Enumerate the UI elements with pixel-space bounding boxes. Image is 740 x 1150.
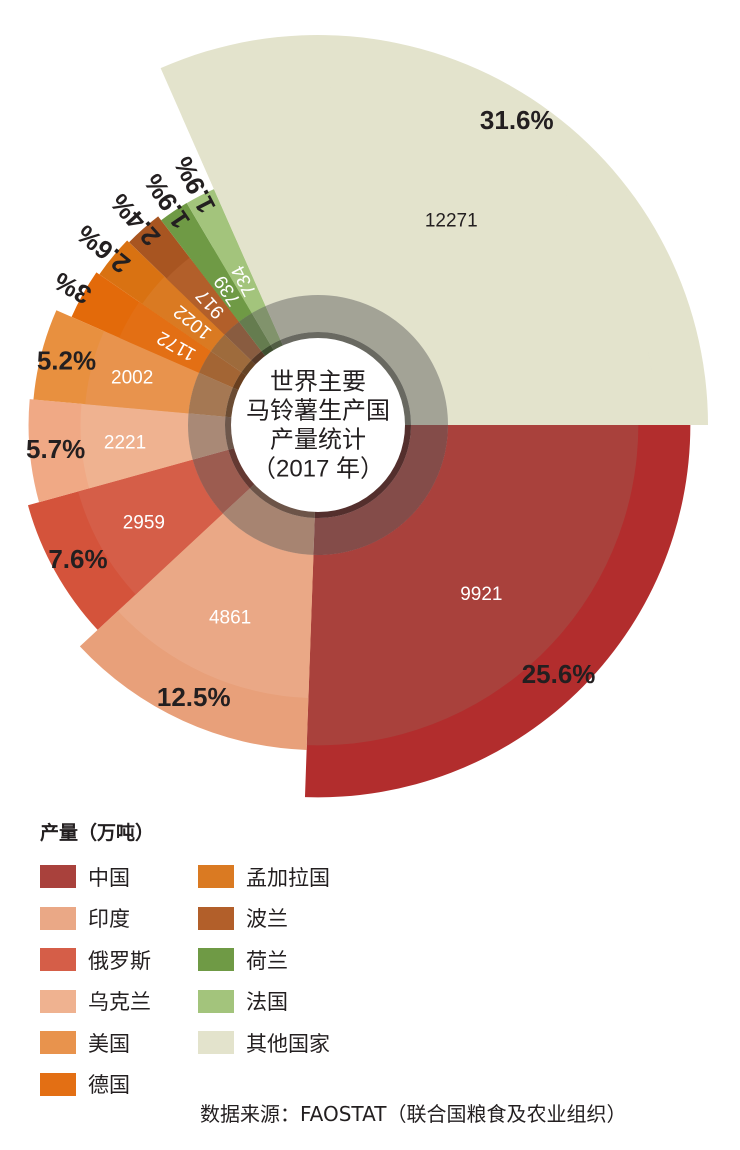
legend-item: 印度 [40, 898, 151, 940]
legend-label: 孟加拉国 [246, 865, 330, 890]
legend-item: 中国 [40, 856, 151, 898]
legend-item: 其他国家 [198, 1022, 330, 1064]
slice-inner-band [192, 247, 252, 322]
percent-label: 5.7% [26, 434, 85, 464]
legend-title: 产量（万吨） [40, 822, 155, 844]
chart-title-line: 产量统计 [270, 427, 366, 454]
slice-ring-mid [198, 351, 242, 388]
slice-ring-mid [313, 425, 448, 555]
slice-inner-band [213, 236, 266, 314]
slice-ring-mid [192, 449, 250, 514]
legend-label: 其他国家 [246, 1031, 330, 1056]
slice-inner-band [181, 87, 657, 425]
legend-swatch [40, 948, 76, 972]
legend-label: 印度 [88, 907, 130, 932]
slice-ring-mid [238, 313, 271, 352]
chart-title-line: 世界主要 [270, 369, 366, 396]
legend-label: 德国 [88, 1073, 130, 1098]
legend-label: 波兰 [246, 907, 288, 932]
percent-label: 5.2% [37, 345, 96, 375]
slice-ring-mid [224, 321, 262, 361]
legend-item: 俄罗斯 [40, 939, 151, 981]
legend-swatch [198, 906, 234, 930]
data-value-label: 4861 [209, 607, 251, 628]
center-disc [231, 338, 405, 512]
percent-label: 12.5% [157, 682, 231, 712]
legend-swatch [198, 948, 234, 972]
data-value-label: 2959 [123, 512, 165, 533]
legend-label: 乌克兰 [88, 990, 151, 1015]
legend-label: 中国 [88, 865, 130, 890]
slice-ring-mid [210, 334, 252, 373]
pie-slice [160, 35, 709, 426]
pie-slice [28, 399, 263, 503]
data-value-label: 12271 [425, 211, 478, 232]
legend-swatch [40, 865, 76, 889]
slice-ring-mid [222, 488, 315, 555]
legend-swatch [198, 865, 234, 889]
slice-ring-mid [265, 295, 448, 425]
data-value-label: 2002 [111, 367, 153, 388]
chart-title-line: 马铃薯生产国 [246, 398, 390, 425]
legend-item: 孟加拉国 [198, 856, 330, 898]
slice-inner-band [142, 276, 225, 352]
legend-label: 法国 [246, 990, 288, 1015]
percent-label: 31.6% [480, 105, 554, 135]
ring-tint-outer [188, 295, 448, 555]
legend-item: 荷兰 [198, 939, 330, 981]
slice-ring-mid [188, 413, 229, 460]
legend-item: 美国 [40, 1022, 151, 1064]
legend-label: 美国 [88, 1031, 130, 1056]
slice-inner-band [80, 403, 193, 489]
legend-swatch [198, 1031, 234, 1055]
slice-inner-band [117, 513, 314, 698]
chart-title-line: （2017 年） [252, 456, 384, 483]
legend-swatch [40, 989, 76, 1013]
slice-inner-band [306, 425, 639, 746]
legend-swatch [40, 1072, 76, 1096]
percent-label: 7.6% [48, 544, 107, 574]
legend-label: 荷兰 [246, 948, 288, 973]
legend-label: 俄罗斯 [88, 948, 151, 973]
legend-item: 德国 [40, 1064, 151, 1106]
slice-inner-band [85, 331, 199, 414]
legend-item: 乌克兰 [40, 981, 151, 1023]
legend-column-2: 孟加拉国波兰荷兰法国其他国家 [198, 856, 330, 1064]
legend-swatch [198, 989, 234, 1013]
slice-inner-band [119, 301, 211, 373]
legend-item: 法国 [198, 981, 330, 1023]
legend-swatch [40, 1031, 76, 1055]
slice-inner-band [166, 257, 239, 335]
legend-swatch [40, 906, 76, 930]
source-note: 数据来源：FAOSTAT（联合国粮食及农业组织） [200, 1102, 627, 1126]
legend-item: 波兰 [198, 898, 330, 940]
legend-column-1: 中国印度俄罗斯乌克兰美国德国 [40, 856, 151, 1105]
slice-ring-mid [251, 306, 281, 345]
data-value-label: 9921 [460, 584, 502, 605]
data-value-label: 2221 [104, 432, 146, 453]
pie-slice [79, 464, 316, 750]
slice-inner-band [78, 459, 223, 595]
percent-label: 25.6% [522, 659, 596, 689]
slice-ring-mid [188, 372, 233, 417]
